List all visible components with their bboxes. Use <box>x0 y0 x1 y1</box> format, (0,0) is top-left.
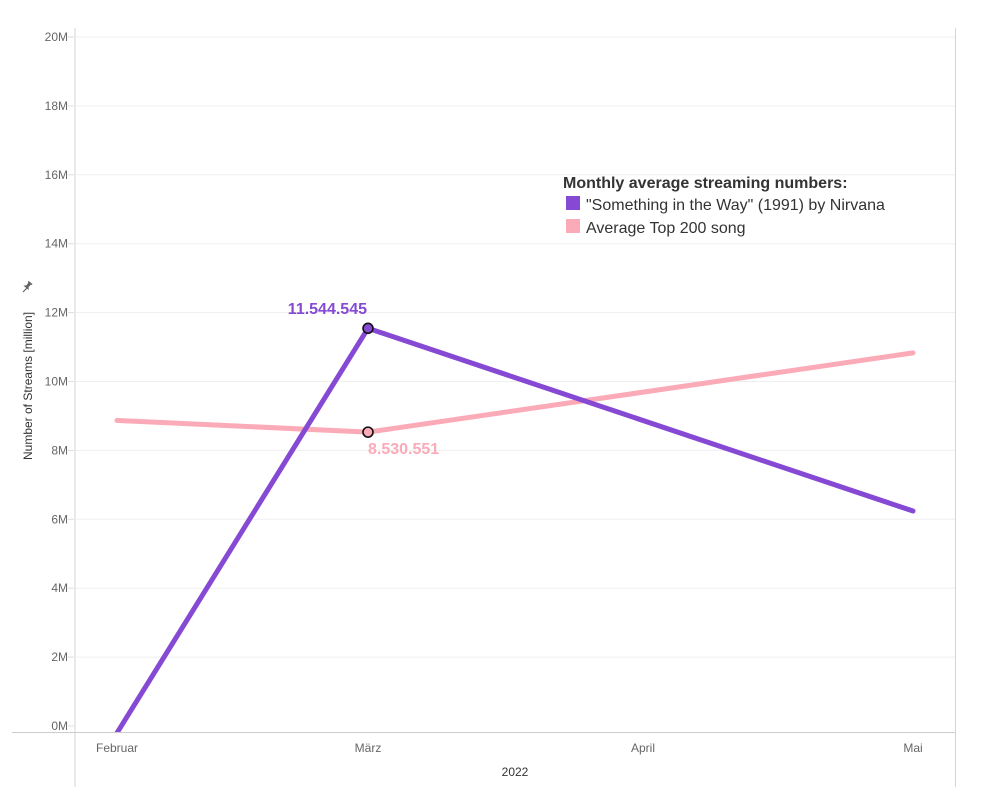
y-tick-label: 4M <box>51 581 68 595</box>
x-tick-label: März <box>355 741 382 755</box>
series-marker-0[interactable] <box>362 322 374 335</box>
x-tick-label: April <box>631 741 655 755</box>
legend-label-nirvana: "Something in the Way" (1991) by Nirvana <box>586 197 885 214</box>
y-tick-label: 12M <box>45 306 68 320</box>
x-tick-label: Februar <box>96 741 138 755</box>
y-tick-label: 0M <box>51 719 68 733</box>
y-tick-label: 8M <box>51 443 68 457</box>
series-line-1 <box>114 350 916 435</box>
y-tick-label: 10M <box>45 375 68 389</box>
legend-title: Monthly average streaming numbers: <box>563 175 848 192</box>
series-line-0 <box>114 325 916 732</box>
y-axis-ticks: 0M 2M 4M 6M 8M 10M 12M 14M 16M 18M 20M <box>45 30 74 733</box>
y-tick-label: 16M <box>45 168 68 182</box>
y-tick-label: 14M <box>45 237 68 251</box>
data-label-top200-maerz: 8.530.551 <box>368 441 439 458</box>
series <box>114 325 916 732</box>
y-axis-title: Number of Streams [million] <box>21 312 35 460</box>
series-marker-1[interactable] <box>362 426 374 438</box>
y-axis-title-group: Number of Streams [million] <box>21 312 35 460</box>
legend-label-top200: Average Top 200 song <box>586 220 746 237</box>
y-tick-label: 6M <box>51 512 68 526</box>
legend-swatch-top200 <box>566 219 580 233</box>
y-tick-label: 18M <box>45 99 68 113</box>
x-tick-label: Mai <box>903 741 922 755</box>
pin-icon[interactable] <box>22 280 33 293</box>
x-axis-title: 2022 <box>502 765 529 779</box>
y-tick-label: 2M <box>51 650 68 664</box>
grid <box>76 36 955 658</box>
legend-swatch-nirvana <box>566 196 580 210</box>
data-label-nirvana-maerz: 11.544.545 <box>288 301 367 318</box>
y-tick-label: 20M <box>45 30 68 44</box>
legend: Monthly average streaming numbers: "Some… <box>563 175 885 237</box>
markers <box>362 322 374 438</box>
x-axis-ticks: Februar März April Mai <box>96 741 923 755</box>
